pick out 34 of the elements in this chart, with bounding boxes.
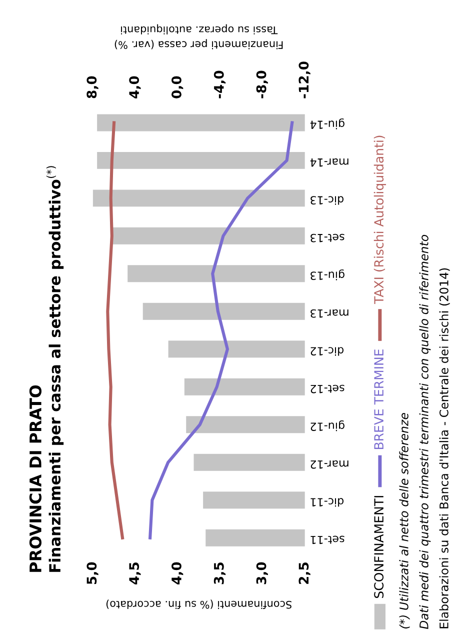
x-tick-label: 4,0 — [171, 562, 184, 584]
y-tick-label: mar-14 — [310, 158, 348, 167]
x-axis-title: Sconfinamenti (% su fin. accordato) — [106, 600, 292, 609]
text: Elaborazioni su dati Banca d'Italia - Centrale dei rischi (2014) — [439, 268, 450, 628]
x-tick-label: 4,5 — [129, 562, 141, 584]
y-tick-label: dic-12 — [310, 347, 344, 356]
y-tick-label: set-13 — [310, 234, 344, 242]
y-tick-label: dic-13 — [310, 196, 344, 205]
y-tick-label: dic-11 — [310, 498, 344, 507]
x2-tick-label: -4,0 — [214, 70, 226, 98]
text: BREVE TERMINE — [374, 349, 384, 449]
x-tick-label: 5,0 — [86, 562, 98, 584]
x2-tick-label: 8,0 — [86, 76, 98, 98]
y-tick-label: mar-13 — [310, 309, 348, 318]
y-tick-label: giu-13 — [310, 269, 344, 280]
x2-tick-label: 0,0 — [171, 76, 184, 98]
x-tick-label: 2,5 — [298, 562, 310, 584]
x2-tick-label: -12,0 — [298, 62, 310, 98]
text: Finanziamenti per cassa al settore produttivo$^{(*)}$ — [46, 166, 64, 572]
x2-tick-label: 4,0 — [129, 76, 141, 98]
y-tick-label: set-11 — [310, 536, 344, 544]
y-tick-label: giu-12 — [310, 420, 344, 432]
text: TAXI (Rischi Autoliquidanti) — [374, 136, 386, 304]
x-tick-label: 3,5 — [214, 562, 226, 584]
x-tick-label: 3,0 — [256, 562, 268, 584]
text: SCONFINAMENTI — [374, 496, 384, 598]
text: (*) Utilizzati al netto delle sofferenze — [399, 413, 410, 628]
text: Dati medi dei quattro trimestri terminanti con quello di riferimento — [419, 234, 431, 630]
x2-axis-title: Finanziamenti per cassa (var. %) Tassi su operaz. autoliquidanti — [114, 24, 283, 50]
text: PROVINCIA DI PRATO — [29, 385, 42, 572]
y-tick-label: giu-14 — [310, 118, 344, 130]
y-tick-label: set-12 — [310, 384, 344, 394]
x2-tick-label: -8,0 — [256, 70, 268, 98]
y-tick-label: mar-12 — [310, 460, 348, 469]
